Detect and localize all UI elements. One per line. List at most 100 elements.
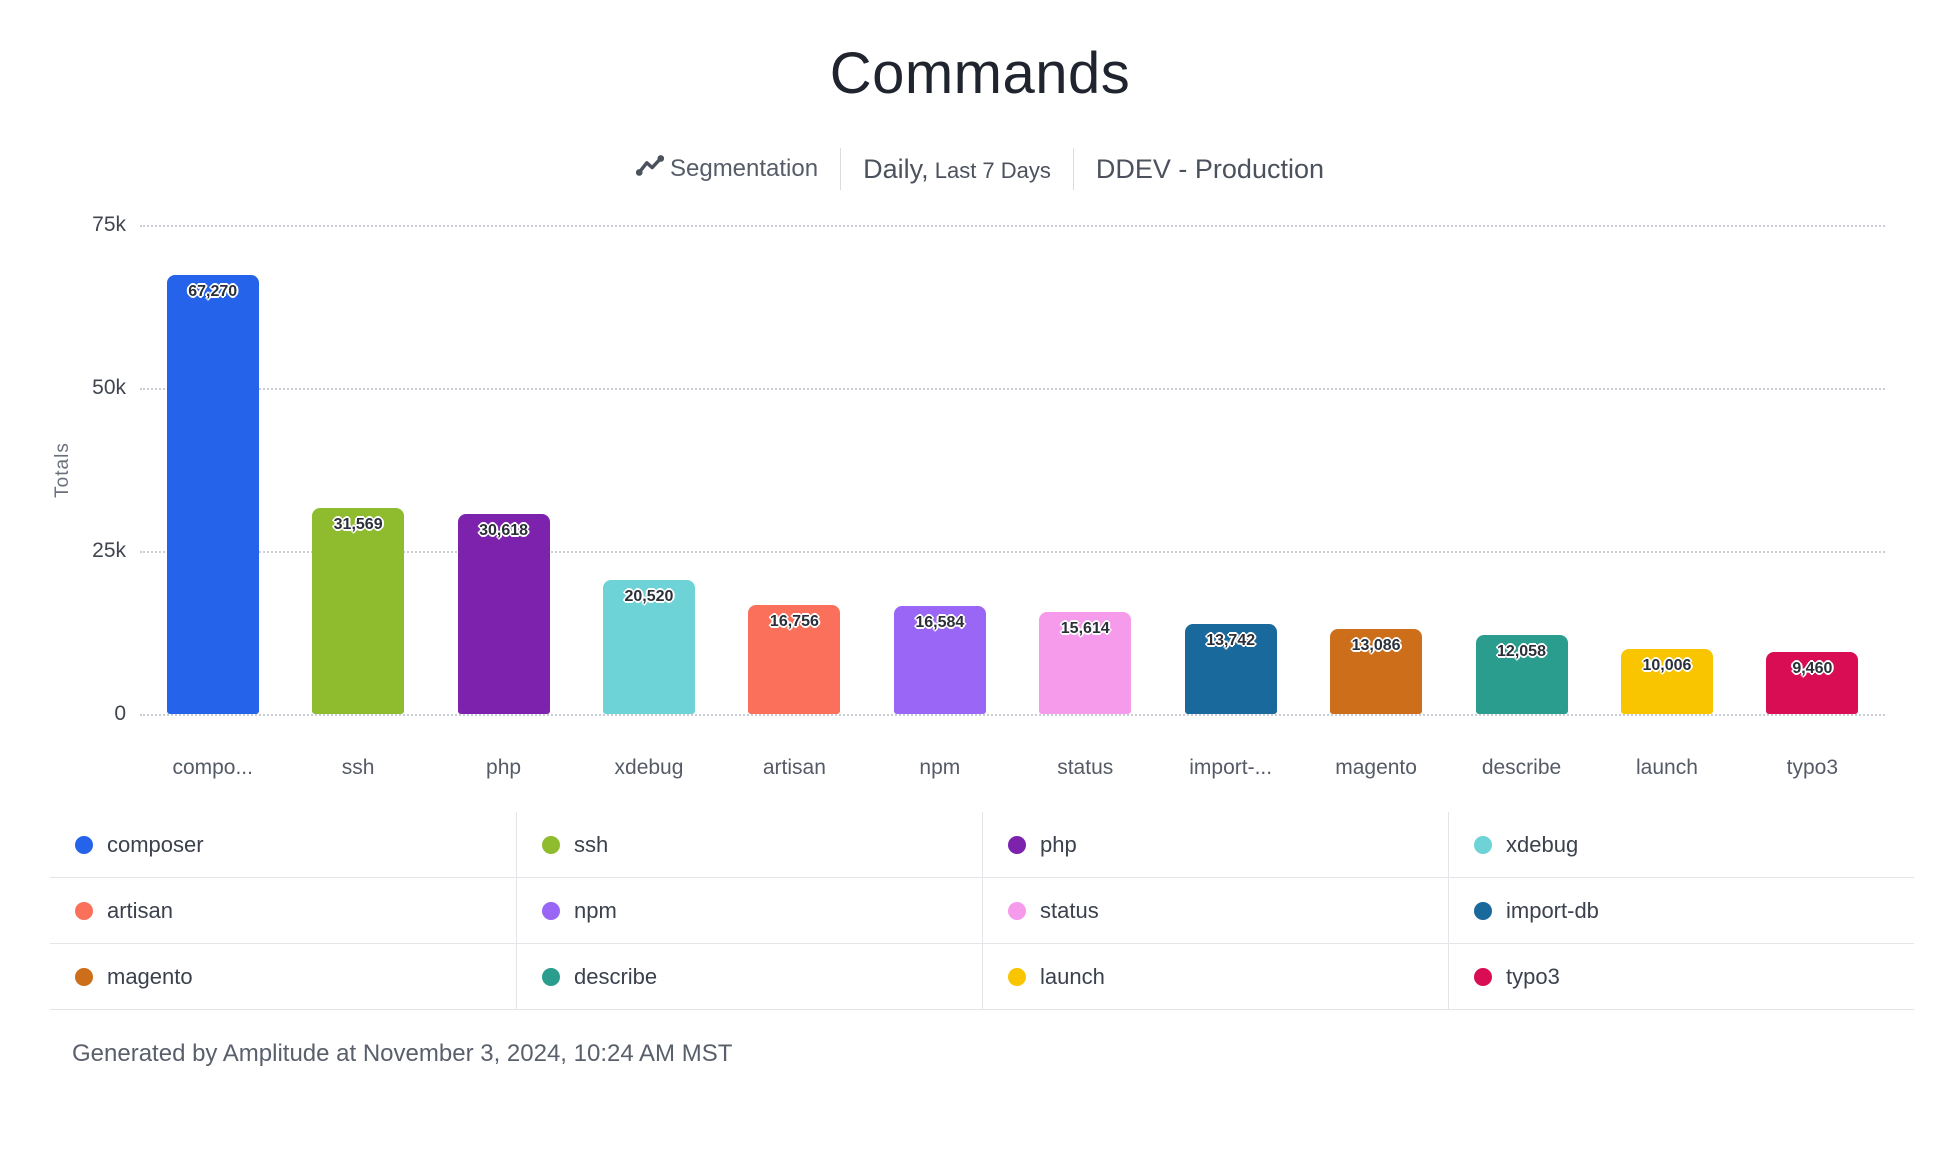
gridline-25k <box>140 550 1885 553</box>
legend-item-import-db[interactable]: import-db <box>1448 878 1914 944</box>
legend-dot-status <box>1008 901 1026 920</box>
bar-column-php: 30,618 <box>431 225 576 714</box>
bar-column-artisan: 16,756 <box>722 225 867 714</box>
bar-typo3[interactable]: 9,460 <box>1766 652 1859 714</box>
plot-area: 67,270 31,569 30,618 20,520 16,756 16,584 15,6… <box>140 225 1885 716</box>
chart-legend: composer ssh php xdebug artisan npm status impo… <box>50 812 1914 1010</box>
bar-npm[interactable]: 16,584 <box>893 605 986 714</box>
y-tick-0: 0 <box>114 702 126 725</box>
x-tick-magento: magento <box>1335 756 1417 779</box>
bar-value-magento: 13,086 <box>1351 636 1401 654</box>
legend-label-composer: composer <box>107 831 204 857</box>
bar-column-import-db: 13,742 <box>1158 225 1303 714</box>
bar-value-status: 15,614 <box>1060 620 1110 638</box>
bar-import-db[interactable]: 13,742 <box>1184 624 1277 714</box>
legend-dot-launch <box>1008 967 1026 986</box>
bar-column-ssh: 31,569 <box>285 225 430 714</box>
legend-item-typo3[interactable]: typo3 <box>1448 944 1914 1010</box>
legend-item-magento[interactable]: magento <box>50 944 516 1010</box>
subtitle-divider <box>1072 148 1074 190</box>
project-name: DDEV - Production <box>1095 153 1324 184</box>
legend-dot-npm <box>542 901 560 920</box>
legend-item-composer[interactable]: composer <box>50 812 516 878</box>
bar-launch[interactable]: 10,006 <box>1620 648 1713 714</box>
gridline-50k <box>140 387 1885 390</box>
legend-item-ssh[interactable]: ssh <box>516 812 982 878</box>
generated-footer: Generated by Amplitude at November 3, 20… <box>72 1040 733 1067</box>
bar-xdebug[interactable]: 20,520 <box>602 580 695 714</box>
legend-dot-artisan <box>75 901 93 920</box>
legend-dot-import-db <box>1474 901 1492 920</box>
legend-item-xdebug[interactable]: xdebug <box>1448 812 1914 878</box>
bar-column-launch: 10,006 <box>1594 225 1739 714</box>
bar-column-magento: 13,086 <box>1303 225 1448 714</box>
x-tick-typo3: typo3 <box>1786 756 1839 779</box>
legend-label-magento: magento <box>107 963 193 989</box>
x-tick-describe: describe <box>1481 756 1562 779</box>
bar-describe[interactable]: 12,058 <box>1475 635 1568 714</box>
subtitle-divider <box>840 148 842 190</box>
x-tick-artisan: artisan <box>762 756 826 779</box>
bar-composer[interactable]: 67,270 <box>166 275 259 714</box>
bar-value-xdebug: 20,520 <box>624 588 674 606</box>
x-tick-status: status <box>1057 756 1114 779</box>
legend-item-php[interactable]: php <box>982 812 1448 878</box>
bar-value-npm: 16,584 <box>915 613 965 631</box>
bar-magento[interactable]: 13,086 <box>1330 628 1423 714</box>
legend-dot-php <box>1008 835 1026 854</box>
date-granularity: Daily, <box>863 153 929 184</box>
bar-ssh[interactable]: 31,569 <box>312 508 405 714</box>
x-tick-ssh: ssh <box>341 756 375 779</box>
y-tick-50k: 50k <box>92 375 126 399</box>
legend-dot-describe <box>542 967 560 986</box>
bar-value-typo3: 9,460 <box>1792 660 1833 678</box>
chart-subtitle-bar: Segmentation Daily, Last 7 Days DDEV - P… <box>0 146 1960 192</box>
bars-container: 67,270 31,569 30,618 20,520 16,756 16,584 15,6… <box>140 225 1885 714</box>
legend-dot-ssh <box>542 835 560 854</box>
legend-label-php: php <box>1040 831 1077 857</box>
legend-label-import-db: import-db <box>1506 897 1599 923</box>
bar-value-ssh: 31,569 <box>333 516 383 534</box>
bar-php[interactable]: 30,618 <box>457 514 550 714</box>
date-range-detail: Last 7 Days <box>934 157 1051 183</box>
bar-column-composer: 67,270 <box>140 225 285 714</box>
legend-item-describe[interactable]: describe <box>516 944 982 1010</box>
bar-artisan[interactable]: 16,756 <box>748 604 841 714</box>
legend-dot-magento <box>75 967 93 986</box>
line-chart-icon <box>635 154 665 185</box>
legend-item-launch[interactable]: launch <box>982 944 1448 1010</box>
bar-value-launch: 10,006 <box>1642 656 1692 674</box>
legend-label-typo3: typo3 <box>1506 963 1560 989</box>
bar-status[interactable]: 15,614 <box>1039 612 1132 714</box>
bar-column-npm: 16,584 <box>867 225 1012 714</box>
legend-item-status[interactable]: status <box>982 878 1448 944</box>
bar-column-typo3: 9,460 <box>1740 225 1885 714</box>
legend-label-xdebug: xdebug <box>1506 831 1579 857</box>
bar-value-describe: 12,058 <box>1497 643 1546 661</box>
x-axis-ticks: compo... ssh php xdebug artisan npm status impo… <box>140 756 1885 780</box>
y-tick-25k: 25k <box>92 538 126 562</box>
bar-column-xdebug: 20,520 <box>576 225 721 714</box>
x-tick-xdebug: xdebug <box>614 756 684 779</box>
gridline-75k <box>140 225 1885 227</box>
bar-column-status: 15,614 <box>1013 225 1158 714</box>
legend-label-artisan: artisan <box>107 897 174 923</box>
y-axis-ticks: 75k 50k 25k 0 <box>0 213 126 725</box>
legend-label-ssh: ssh <box>574 831 609 857</box>
legend-item-artisan[interactable]: artisan <box>50 878 516 944</box>
legend-item-npm[interactable]: npm <box>516 878 982 944</box>
segmentation-chip: Segmentation <box>635 154 819 185</box>
legend-dot-typo3 <box>1474 967 1492 986</box>
segmentation-label: Segmentation <box>669 155 819 182</box>
legend-dot-xdebug <box>1474 835 1492 854</box>
bar-value-php: 30,618 <box>479 522 529 540</box>
x-tick-composer: compo... <box>172 756 253 779</box>
bar-value-artisan: 16,756 <box>769 612 819 630</box>
bar-value-composer: 67,270 <box>188 283 238 301</box>
page-title: Commands <box>829 41 1131 106</box>
y-tick-75k: 75k <box>92 213 126 236</box>
x-tick-npm: npm <box>919 756 961 779</box>
legend-label-status: status <box>1040 897 1099 923</box>
legend-label-describe: describe <box>574 963 658 989</box>
